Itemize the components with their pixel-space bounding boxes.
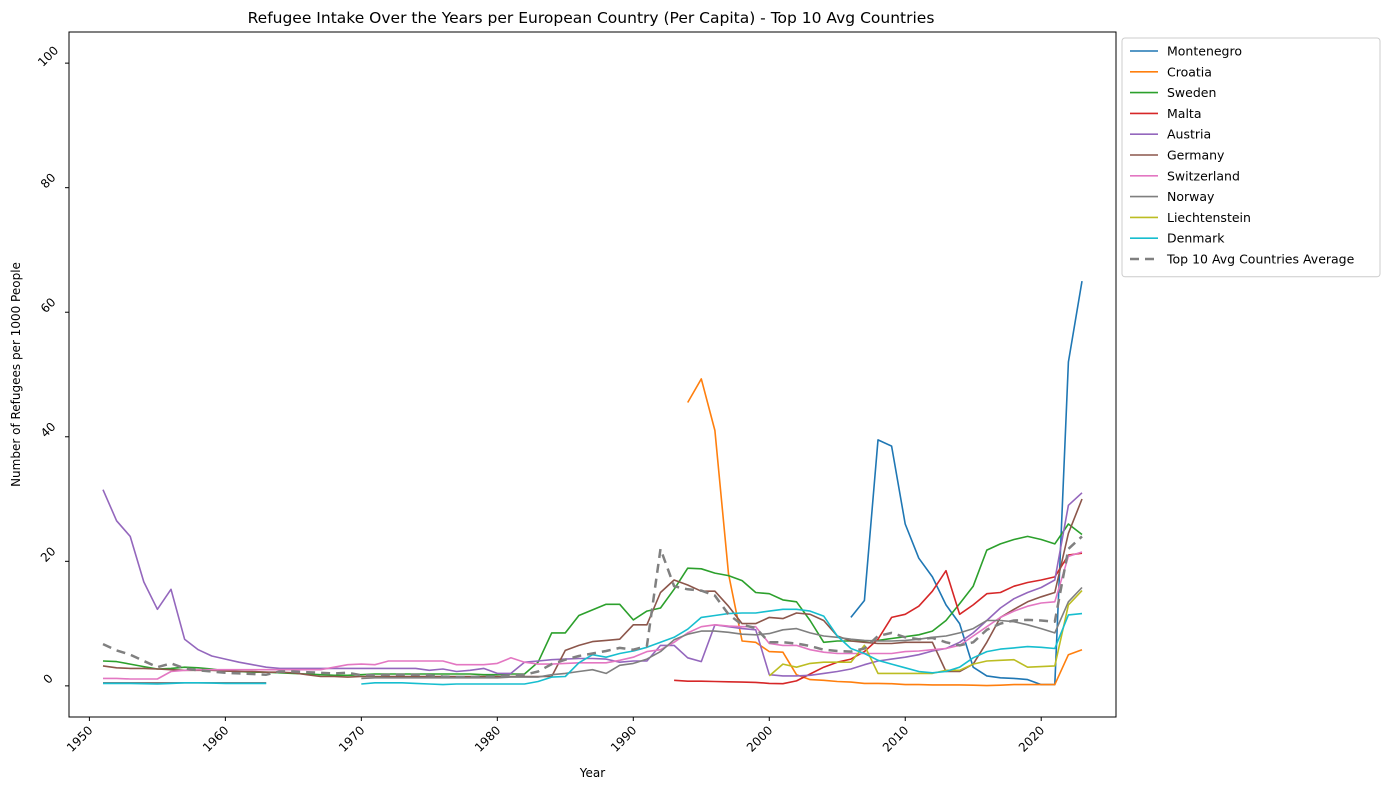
- x-tick-label: 1950: [64, 723, 95, 754]
- legend-entry-label: Germany: [1167, 148, 1225, 163]
- y-tick-label: 60: [38, 295, 59, 316]
- series-line-denmark: [103, 608, 1083, 686]
- chart-title: Refugee Intake Over the Years per Europe…: [248, 9, 935, 27]
- y-tick-label: 80: [38, 171, 59, 192]
- x-tick-label: 1970: [336, 723, 367, 754]
- x-axis: 1950 1960 1970 1980 1990 2000 2010 2020: [64, 717, 1047, 755]
- legend-entry-label: Norway: [1167, 189, 1215, 204]
- series-line-austria: [102, 489, 1083, 677]
- series-line-switzerland: [103, 551, 1083, 680]
- legend-entry-label: Croatia: [1167, 64, 1212, 79]
- x-axis-label: Year: [579, 766, 605, 780]
- y-tick-label: 100: [35, 43, 61, 69]
- plot-series: [102, 280, 1083, 687]
- series-line-liechtenstein: [768, 590, 1083, 677]
- series-line-montenegro: [850, 280, 1083, 686]
- series-line-germany: [102, 498, 1083, 678]
- legend-entry-label: Malta: [1167, 106, 1201, 121]
- series-line-top-10-avg-countries-average: [102, 535, 1083, 679]
- legend: Montenegro Croatia Sweden Malta Austria Germa…: [1121, 37, 1381, 278]
- legend-entry-label: Denmark: [1167, 231, 1225, 246]
- x-tick-label: 2020: [1016, 723, 1047, 754]
- legend-entry-label: Austria: [1167, 127, 1211, 142]
- x-tick-label: 2010: [880, 723, 911, 754]
- x-tick-label: 1980: [472, 723, 503, 754]
- x-tick-label: 2000: [744, 723, 775, 754]
- legend-entry-label: Switzerland: [1167, 168, 1240, 183]
- plot-area-frame: [68, 31, 1117, 718]
- x-tick-label: 1960: [200, 723, 231, 754]
- legend-box: [1121, 37, 1381, 278]
- y-axis: 0 20 40 60 80 100: [35, 43, 69, 687]
- legend-entry-label: Top 10 Avg Countries Average: [1166, 252, 1355, 267]
- y-tick-label: 20: [38, 544, 59, 565]
- legend-entry-label: Liechtenstein: [1167, 210, 1251, 225]
- x-tick-label: 1990: [608, 723, 639, 754]
- series-line-croatia: [687, 378, 1083, 687]
- y-axis-label: Number of Refugees per 1000 People: [9, 262, 23, 487]
- series-line-norway: [103, 586, 1083, 684]
- y-tick-label: 40: [38, 420, 59, 441]
- legend-entry-label: Montenegro: [1167, 44, 1242, 59]
- legend-entry-label: Sweden: [1167, 85, 1216, 100]
- series-line-malta: [674, 552, 1083, 685]
- y-tick-label: 0: [41, 671, 56, 686]
